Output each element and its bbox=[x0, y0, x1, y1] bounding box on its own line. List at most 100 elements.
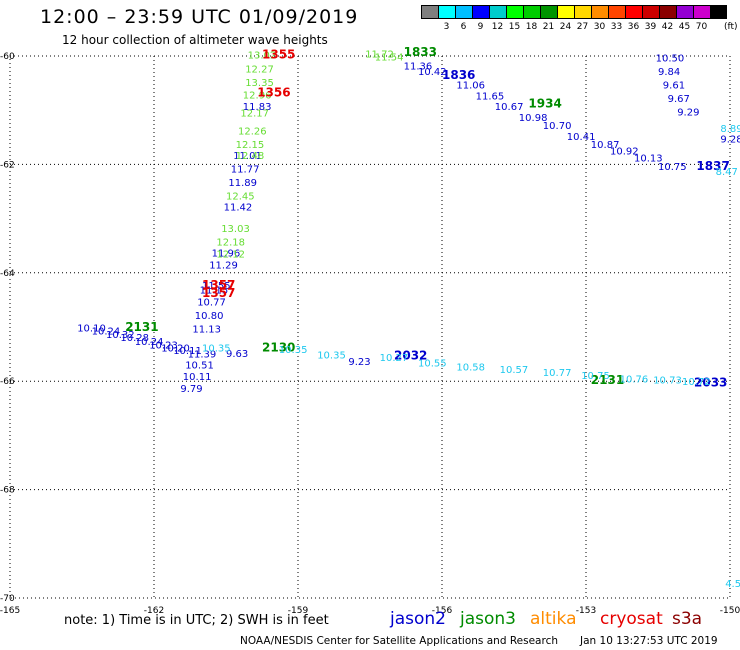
color-swatch bbox=[455, 5, 472, 19]
data-label-jason2: 9.61 bbox=[663, 81, 685, 92]
data-label-jason2: 10.41 bbox=[567, 132, 596, 143]
data-label-s3a: 8.47 bbox=[716, 167, 738, 178]
color-swatch bbox=[642, 5, 659, 19]
footer-note: note: 1) Time is in UTC; 2) SWH is in fe… bbox=[64, 613, 329, 628]
data-label-jason3: 2131 bbox=[125, 320, 158, 334]
data-label-s3a: 10.27 bbox=[380, 353, 409, 364]
color-scale-label: 42 bbox=[661, 22, 674, 32]
data-label-jason2: 10.11 bbox=[173, 346, 202, 357]
data-label-jason2: 11.55 bbox=[202, 281, 231, 292]
data-label-jason2: 10.98 bbox=[519, 113, 548, 124]
color-scale-labels: 3 6 9 12 15 18 21 24 27 30 33 36 39 42 45 70 bbox=[421, 19, 727, 32]
data-label-jason2: 10.67 bbox=[495, 102, 524, 113]
data-label-jason3-light: 12.26 bbox=[238, 127, 267, 138]
data-label-jason2: 11.13 bbox=[192, 324, 221, 335]
data-label-jason3-light: 13.02 bbox=[248, 51, 277, 62]
data-label-jason3-light: 12.12 bbox=[216, 250, 245, 261]
color-swatch bbox=[540, 5, 557, 19]
data-label-s3a: 10.75 bbox=[581, 371, 610, 382]
data-label-jason2: 10.50 bbox=[656, 53, 685, 64]
color-scale-label: 45 bbox=[678, 22, 691, 32]
data-label-jason2: 2032 bbox=[394, 349, 427, 363]
data-label-jason2: 10.10 bbox=[77, 323, 106, 334]
data-label-jason2: 10.77 bbox=[197, 297, 226, 308]
color-scale-label: 33 bbox=[610, 22, 623, 32]
data-label-jason3-light: 12.18 bbox=[216, 238, 245, 249]
data-label-s3a: 4.5 bbox=[725, 579, 740, 590]
data-label-cryosat: 1356 bbox=[257, 86, 290, 100]
x-tick-label: -162 bbox=[144, 606, 164, 616]
chart-subtitle: 12 hour collection of altimeter wave hei… bbox=[62, 33, 328, 47]
data-label-jason3: 2131 bbox=[591, 373, 624, 387]
data-label-jason2: 11.77 bbox=[231, 165, 260, 176]
color-scale-label: 70 bbox=[695, 22, 708, 32]
data-label-jason2: 11.15 bbox=[200, 285, 229, 296]
data-label-jason2: 10.51 bbox=[185, 361, 214, 372]
data-label-s3a: 10.35 bbox=[279, 345, 308, 356]
data-label-jason2: 10.24 bbox=[92, 327, 121, 338]
data-label-jason2: 1836 bbox=[442, 68, 475, 82]
color-scale-label: 9 bbox=[477, 22, 484, 32]
data-label-jason3-light: 13.35 bbox=[245, 78, 274, 89]
data-label-jason2: 11.36 bbox=[404, 62, 433, 73]
color-scale-label: 39 bbox=[644, 22, 657, 32]
color-scale-label: 27 bbox=[576, 22, 589, 32]
data-label-jason2: 11.96 bbox=[212, 249, 241, 260]
data-label-jason2: 9.23 bbox=[348, 357, 370, 368]
data-label-s3a: 10.58 bbox=[456, 362, 485, 373]
color-swatch bbox=[557, 5, 574, 19]
data-label-cryosat: 1357 bbox=[202, 278, 235, 292]
data-label-jason2: 10.24 bbox=[135, 337, 164, 348]
plot-frame bbox=[9, 55, 731, 599]
data-label-s3a: 10.72 bbox=[682, 377, 711, 388]
data-label-jason2: 10.42 bbox=[418, 67, 447, 78]
data-label-jason2: 2033 bbox=[694, 376, 727, 390]
data-label-jason2: 9.84 bbox=[658, 67, 680, 78]
legend-jason2: jason2 bbox=[390, 609, 446, 629]
color-swatch bbox=[438, 5, 455, 19]
y-tick-label: -68 bbox=[0, 486, 15, 496]
color-scale-label: 6 bbox=[460, 22, 467, 32]
x-tick-label: -156 bbox=[432, 606, 453, 616]
data-label-jason2: 10.11 bbox=[183, 372, 212, 383]
data-label-jason2: 9.28 bbox=[720, 135, 740, 146]
data-label-s3a: 10.77 bbox=[543, 368, 572, 379]
color-scale-label: 24 bbox=[559, 22, 572, 32]
data-label-jason2: 10.13 bbox=[634, 154, 663, 165]
color-swatch bbox=[421, 5, 438, 19]
legend-jason3: jason3 bbox=[460, 609, 516, 629]
data-label-s3a: 10.73 bbox=[653, 375, 682, 386]
data-label-s3a: 10.76 bbox=[620, 374, 649, 385]
data-label-jason3-light: 12.17 bbox=[240, 109, 269, 120]
color-swatch bbox=[523, 5, 540, 19]
x-tick-label: -159 bbox=[288, 606, 309, 616]
data-label-s3a: 10.35 bbox=[202, 343, 231, 354]
color-swatch bbox=[472, 5, 489, 19]
color-scale-unit: (ft) bbox=[724, 22, 738, 32]
legend-s3a: s3a bbox=[672, 609, 703, 629]
data-label-jason3: 1833 bbox=[404, 45, 437, 59]
y-tick-label: -62 bbox=[0, 160, 15, 170]
y-tick-label: -70 bbox=[0, 594, 15, 604]
color-swatch bbox=[625, 5, 642, 19]
data-label-jason2: 10.70 bbox=[543, 121, 572, 132]
data-label-jason2: 10.92 bbox=[610, 147, 639, 158]
data-label-jason2: 11.01 bbox=[233, 151, 262, 162]
data-label-jason2: 11.89 bbox=[228, 178, 257, 189]
data-label-jason2: 1837 bbox=[696, 159, 729, 173]
data-label-jason3: 2130 bbox=[262, 340, 295, 354]
x-tick-label: -153 bbox=[576, 606, 596, 616]
data-label-jason2: 9.67 bbox=[668, 94, 690, 105]
data-label-jason2: 10.32 bbox=[106, 330, 135, 341]
legend-cryosat: cryosat bbox=[600, 609, 663, 629]
color-swatch bbox=[489, 5, 506, 19]
data-label-jason2: 10.23 bbox=[149, 341, 178, 352]
data-label-jason3-light: 12.15 bbox=[236, 140, 265, 151]
data-label-jason3-light: 12.48 bbox=[236, 151, 265, 162]
color-scale: 3 6 9 12 15 18 21 24 27 30 33 36 39 42 45 70 bbox=[421, 5, 727, 32]
data-label-s3a: 10.55 bbox=[418, 359, 447, 370]
color-swatch bbox=[608, 5, 625, 19]
color-swatch bbox=[574, 5, 591, 19]
data-label-jason2: 9.79 bbox=[180, 384, 202, 395]
